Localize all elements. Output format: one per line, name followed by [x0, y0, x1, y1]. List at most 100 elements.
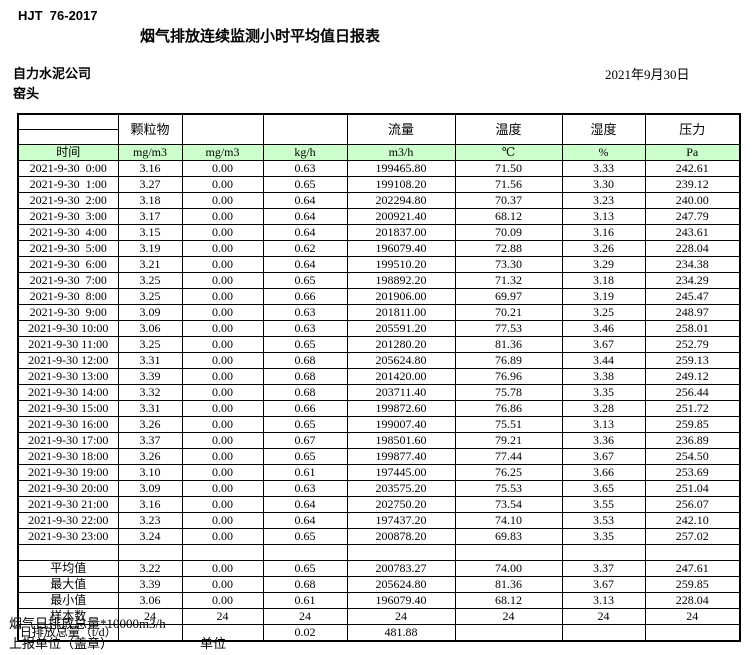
- value-cell: 3.46: [561, 320, 646, 337]
- time-cell: 2021-9-30 13:00: [17, 368, 119, 385]
- value-cell: 77.44: [454, 448, 563, 465]
- table-row: 2021-9-30 1:00 3.27 0.00 0.65 199108.20 71.56…: [17, 176, 741, 193]
- value-cell: 248.97: [644, 304, 741, 321]
- summary-value-cell: 24: [561, 608, 646, 625]
- value-cell: 0.00: [181, 272, 264, 289]
- unit-cell: %: [561, 144, 646, 161]
- value-cell: 236.89: [644, 432, 741, 449]
- value-cell: 201420.00: [346, 368, 456, 385]
- value-cell: 3.13: [561, 208, 646, 225]
- value-cell: 3.29: [561, 256, 646, 273]
- value-cell: 0.68: [262, 352, 348, 369]
- value-cell: 0.00: [181, 528, 264, 545]
- value-cell: 198892.20: [346, 272, 456, 289]
- value-cell: 0.63: [262, 160, 348, 177]
- value-cell: 243.61: [644, 224, 741, 241]
- summary-value-cell: 200783.27: [346, 560, 456, 577]
- value-cell: 257.02: [644, 528, 741, 545]
- value-cell: 69.83: [454, 528, 563, 545]
- value-cell: 76.86: [454, 400, 563, 417]
- value-cell: 3.15: [117, 224, 183, 241]
- value-cell: 251.72: [644, 400, 741, 417]
- value-cell: 3.26: [117, 448, 183, 465]
- summary-value-cell: 196079.40: [346, 592, 456, 609]
- value-cell: 199465.80: [346, 160, 456, 177]
- value-cell: 3.55: [561, 496, 646, 513]
- value-cell: 3.18: [561, 272, 646, 289]
- param-header-empty-1: [181, 113, 264, 145]
- value-cell: 201906.00: [346, 288, 456, 305]
- value-cell: 73.54: [454, 496, 563, 513]
- value-cell: 3.66: [561, 464, 646, 481]
- value-cell: 0.64: [262, 208, 348, 225]
- page-title: 烟气排放连续监测小时平均值日报表: [140, 28, 381, 45]
- value-cell: 201280.20: [346, 336, 456, 353]
- summary-label: 样本数: [17, 608, 119, 625]
- value-cell: 201811.00: [346, 304, 456, 321]
- value-cell: 3.44: [561, 352, 646, 369]
- table-row: 2021-9-30 3:00 3.17 0.00 0.64 200921.40 68.12…: [17, 208, 741, 225]
- value-cell: 3.31: [117, 352, 183, 369]
- header-rows: 颗粒物 流量 温度 湿度 压力 时间 mg/m3 mg/m3 kg/h m3/h…: [17, 113, 741, 161]
- time-cell: 2021-9-30 7:00: [17, 272, 119, 289]
- time-column-label: 时间: [17, 144, 119, 161]
- value-cell: 71.56: [454, 176, 563, 193]
- param-header-temperature: 温度: [454, 113, 563, 145]
- summary-value-cell: 0.61: [262, 592, 348, 609]
- value-cell: 71.50: [454, 160, 563, 177]
- value-cell: 73.30: [454, 256, 563, 273]
- summary-value-cell: 3.37: [561, 560, 646, 577]
- value-cell: 3.53: [561, 512, 646, 529]
- time-cell: 2021-9-30 3:00: [17, 208, 119, 225]
- table-row: 2021-9-30 8:00 3.25 0.00 0.66 201906.00 69.97…: [17, 288, 741, 305]
- value-cell: 203575.20: [346, 480, 456, 497]
- table-row: 2021-9-30 9:00 3.09 0.00 0.63 201811.00 70.21…: [17, 304, 741, 321]
- value-cell: 76.96: [454, 368, 563, 385]
- value-cell: 0.00: [181, 240, 264, 257]
- value-cell: 203711.40: [346, 384, 456, 401]
- table-row: 2021-9-30 5:00 3.19 0.00 0.62 196079.40 72.88…: [17, 240, 741, 257]
- value-cell: 258.01: [644, 320, 741, 337]
- value-cell: 0.00: [181, 336, 264, 353]
- summary-row-average: 平均值 3.22 0.00 0.65 200783.27 74.00 3.37 247.61: [17, 560, 741, 577]
- value-cell: 245.47: [644, 288, 741, 305]
- value-cell: 197445.00: [346, 464, 456, 481]
- value-cell: 247.79: [644, 208, 741, 225]
- value-cell: 0.61: [262, 464, 348, 481]
- value-cell: 3.67: [561, 336, 646, 353]
- summary-value-cell: 24: [454, 608, 563, 625]
- table-row: 2021-9-30 7:00 3.25 0.00 0.65 198892.20 71.32…: [17, 272, 741, 289]
- value-cell: 0.00: [181, 352, 264, 369]
- value-cell: 3.25: [117, 336, 183, 353]
- value-cell: 256.44: [644, 384, 741, 401]
- value-cell: 205624.80: [346, 352, 456, 369]
- empty-cell: [117, 544, 183, 561]
- value-cell: 0.64: [262, 224, 348, 241]
- value-cell: 0.00: [181, 432, 264, 449]
- value-cell: 3.35: [561, 528, 646, 545]
- summary-value-cell: [644, 624, 741, 642]
- summary-value-cell: 0.02: [262, 624, 348, 642]
- value-cell: 70.09: [454, 224, 563, 241]
- value-cell: 3.25: [117, 272, 183, 289]
- data-rows: 2021-9-30 0:00 3.16 0.00 0.63 199465.80 71.50…: [17, 160, 741, 561]
- value-cell: 3.16: [117, 160, 183, 177]
- standard-number: HJT 76-2017: [18, 8, 98, 23]
- value-cell: 3.16: [561, 224, 646, 241]
- time-cell: 2021-9-30 22:00: [17, 512, 119, 529]
- summary-value-cell: 0.00: [181, 592, 264, 609]
- table-row: 2021-9-30 6:00 3.21 0.00 0.64 199510.20 73.30…: [17, 256, 741, 273]
- value-cell: 0.66: [262, 400, 348, 417]
- value-cell: 199877.40: [346, 448, 456, 465]
- summary-value-cell: 259.85: [644, 576, 741, 593]
- table-row: 2021-9-30 17:00 3.37 0.00 0.67 198501.60 79.2…: [17, 432, 741, 449]
- value-cell: 3.25: [561, 304, 646, 321]
- value-cell: 200921.40: [346, 208, 456, 225]
- value-cell: 205591.20: [346, 320, 456, 337]
- value-cell: 75.53: [454, 480, 563, 497]
- value-cell: 254.50: [644, 448, 741, 465]
- unit-cell: mg/m3: [181, 144, 264, 161]
- value-cell: 75.78: [454, 384, 563, 401]
- value-cell: 76.25: [454, 464, 563, 481]
- summary-label: 平均值: [17, 560, 119, 577]
